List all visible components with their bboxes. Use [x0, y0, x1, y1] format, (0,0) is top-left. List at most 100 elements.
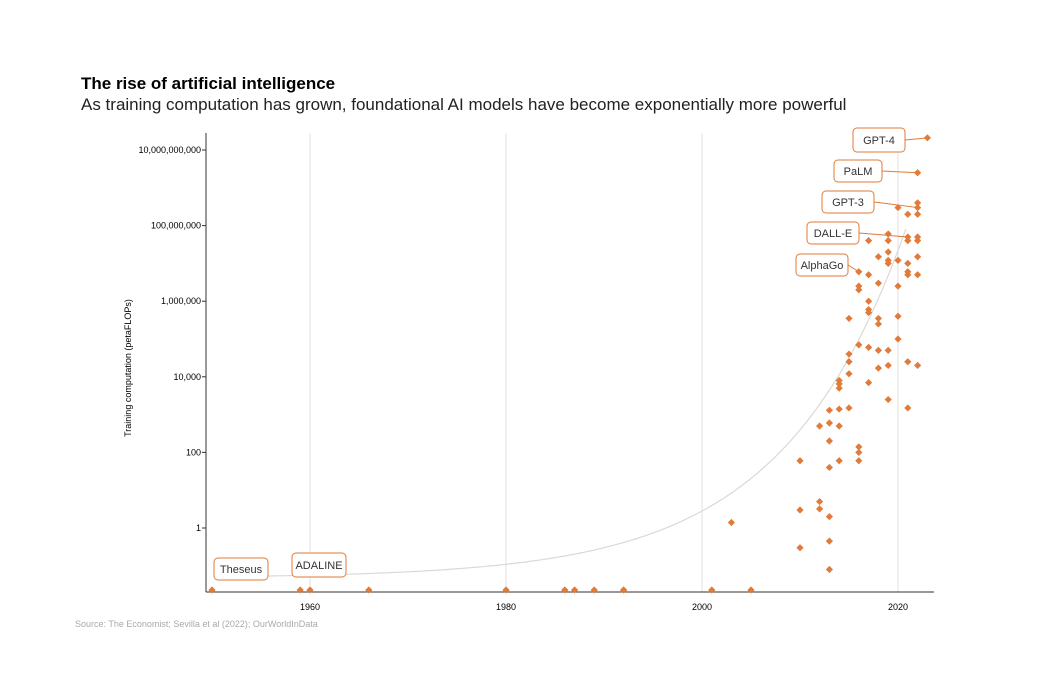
data-point [816, 497, 824, 506]
callout-leader-line [881, 170, 918, 174]
x-tick-label: 2020 [888, 602, 908, 612]
data-point [845, 350, 853, 358]
data-point [884, 395, 892, 404]
callout-label: PaLM [844, 166, 873, 178]
data-point [914, 199, 922, 207]
data-point [855, 457, 863, 465]
callout-label: GPT-3 [832, 197, 864, 209]
data-point [620, 586, 628, 594]
data-point [796, 544, 804, 552]
callout-label: GPT-4 [863, 135, 895, 147]
data-point [855, 282, 863, 290]
callout-labels: Theseus ADALINE AlphaGo DALL-E GPT-3 PaLM GPT-… [213, 127, 906, 581]
data-point [914, 233, 922, 241]
data-point [884, 248, 892, 256]
data-point [874, 320, 882, 328]
callout-box [213, 557, 269, 581]
data-point [923, 134, 931, 142]
callout-box [795, 253, 849, 277]
data-point [904, 210, 912, 218]
callout-label: Theseus [220, 564, 263, 576]
data-point [884, 237, 892, 245]
grid-layer [309, 133, 899, 592]
callout-leader-line [858, 232, 908, 238]
data-point [874, 279, 882, 287]
tick-layer: 1960 1980 2000 2020 1 100 10,000 1,000,000 100,0… [138, 145, 908, 612]
data-point [914, 271, 922, 279]
data-point [855, 268, 863, 276]
callout-box [291, 552, 347, 578]
callout-label: DALL-E [814, 228, 853, 240]
data-point [865, 271, 873, 279]
callout-box [852, 127, 906, 153]
data-point [914, 169, 922, 177]
callout-label: AlphaGo [801, 260, 844, 272]
data-point [855, 443, 863, 451]
y-tick-label: 1 [196, 523, 201, 533]
data-point [865, 297, 873, 305]
data-point [845, 404, 853, 412]
data-point [914, 361, 922, 370]
data-point [874, 314, 882, 323]
chart-title: The rise of artificial intelligence [81, 74, 336, 93]
callout-box [806, 221, 860, 245]
data-point [874, 253, 882, 261]
y-tick-label: 100 [186, 447, 201, 457]
x-tick-label: 1960 [300, 602, 320, 612]
data-point [835, 422, 843, 430]
y-axis-title: Training computation (petaFLOPs) [123, 299, 133, 437]
data-point [874, 364, 882, 372]
data-point [816, 505, 824, 513]
data-point [825, 406, 833, 414]
data-point [904, 404, 912, 412]
callout-label: ADALINE [295, 560, 342, 572]
y-tick-label: 100,000,000 [151, 221, 201, 231]
data-point [727, 518, 735, 527]
data-point [914, 210, 922, 218]
data-point [904, 268, 912, 276]
data-point [835, 405, 843, 413]
data-point [825, 463, 833, 472]
data-point [904, 259, 912, 267]
data-point [590, 586, 598, 594]
data-points [208, 134, 931, 594]
data-point [796, 506, 804, 514]
data-point [865, 379, 873, 387]
data-point [894, 256, 902, 265]
data-point [835, 457, 843, 465]
y-tick-label: 10,000,000,000 [138, 145, 201, 155]
data-point [845, 370, 853, 378]
data-point [825, 419, 833, 427]
data-point [796, 457, 804, 465]
data-point [365, 586, 373, 594]
data-point [296, 586, 304, 594]
data-point [884, 346, 892, 354]
chart-subtitle: As training computation has grown, found… [81, 95, 847, 114]
data-point [208, 586, 216, 594]
data-point [306, 586, 314, 594]
data-point [855, 448, 863, 456]
data-point [914, 253, 922, 261]
y-tick-label: 10,000 [173, 372, 201, 382]
data-point [865, 305, 873, 314]
data-point [502, 586, 510, 594]
callout-leader-line [904, 137, 928, 141]
data-point [874, 346, 882, 354]
data-point [884, 361, 892, 370]
callout-leader-line [873, 201, 918, 209]
data-point [825, 437, 833, 445]
data-point [825, 565, 833, 574]
trend-line [231, 228, 907, 578]
data-point [894, 335, 902, 343]
data-point [855, 341, 863, 349]
data-point [884, 230, 892, 238]
data-point [835, 376, 843, 385]
data-point [894, 203, 902, 212]
data-point [816, 422, 824, 430]
data-point [884, 256, 892, 265]
source-note: Source: The Economist; Sevilla et al (20… [75, 619, 318, 629]
data-point [835, 384, 843, 392]
x-tick-label: 1980 [496, 602, 516, 612]
y-tick-label: 1,000,000 [161, 296, 201, 306]
